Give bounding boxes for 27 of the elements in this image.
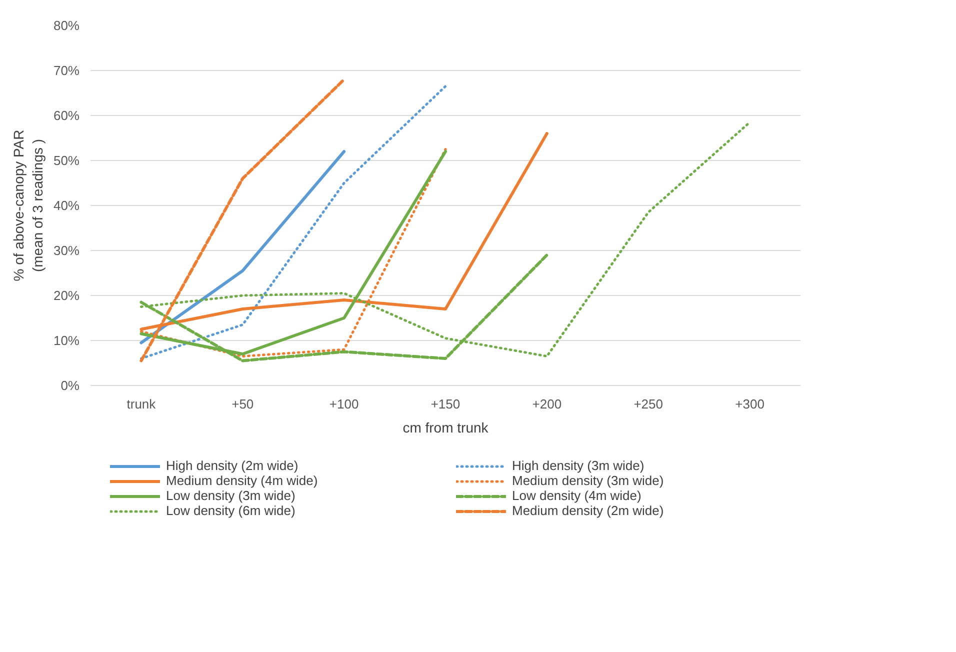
legend-label: Low density (4m wide) — [512, 488, 642, 503]
legend-label: Medium density (3m wide) — [512, 473, 665, 488]
x-axis-title: cm from trunk — [402, 420, 490, 436]
x-tick-label: +100 — [329, 396, 359, 412]
y-tick-label: 60% — [53, 108, 80, 123]
x-tick-label: +200 — [532, 396, 562, 412]
x-tick-label: +250 — [634, 396, 664, 412]
legend-label: Low density (3m wide) — [166, 488, 296, 503]
x-tick-label: +300 — [735, 396, 764, 412]
y-tick-label: 30% — [53, 243, 80, 258]
y-tick-label: 80% — [53, 18, 80, 33]
x-tick-label: +150 — [430, 396, 460, 412]
legend-label: High density (2m wide) — [166, 458, 300, 473]
y-tick-label: 0% — [60, 378, 80, 393]
y-tick-label: 40% — [53, 198, 80, 213]
line-series — [140, 85, 447, 360]
legend-label: Medium density (2m wide) — [512, 503, 665, 518]
y-tick-label: 10% — [53, 333, 80, 348]
y-tick-label: 70% — [53, 63, 80, 78]
legend-label: Medium density (4m wide) — [166, 473, 319, 488]
legend-label: Low density (6m wide) — [166, 503, 296, 518]
legend-label: High density (3m wide) — [512, 458, 646, 473]
x-tick-label: trunk — [126, 396, 156, 412]
y-tick-label: 20% — [53, 288, 80, 303]
x-tick-label: +50 — [232, 396, 254, 412]
y-tick-label: 50% — [53, 153, 80, 168]
y-axis-title: % of above-canopy PAR (mean of 3 readings ) — [10, 130, 46, 282]
